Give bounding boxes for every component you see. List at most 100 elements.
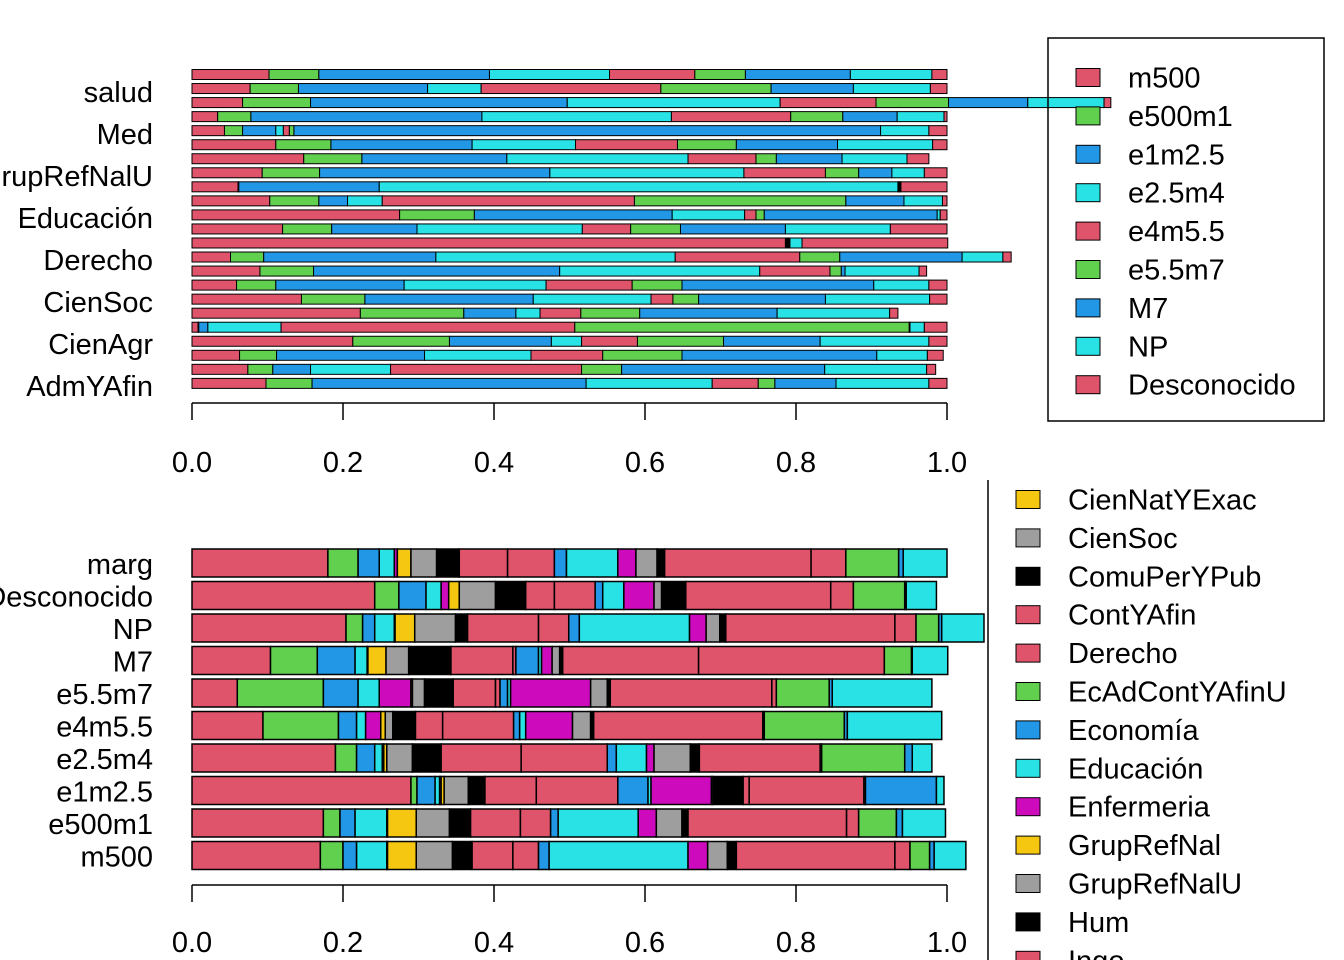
bar-segment bbox=[763, 710, 846, 741]
bar-segment bbox=[712, 775, 744, 806]
bar-segment bbox=[581, 363, 623, 375]
bar-segment bbox=[423, 678, 454, 708]
legend-swatch bbox=[1075, 68, 1101, 87]
legend-swatch bbox=[1075, 260, 1101, 279]
x-tick-label: 0.4 bbox=[474, 447, 514, 479]
bar-segment bbox=[824, 293, 931, 305]
bar-segment bbox=[633, 195, 847, 207]
legend-box bbox=[1047, 37, 1325, 422]
bar-segment bbox=[191, 293, 302, 305]
legend-label: CienSoc bbox=[1068, 523, 1178, 555]
y-tick-label: Desconocido bbox=[0, 582, 153, 614]
bar-segment bbox=[191, 125, 225, 137]
bar-segment bbox=[293, 125, 882, 137]
bar-segment bbox=[191, 167, 263, 179]
bar-segment bbox=[561, 645, 700, 676]
bar-segment bbox=[1027, 97, 1105, 109]
bar-segment bbox=[394, 613, 416, 643]
y-tick-label: e1m2.5 bbox=[56, 777, 153, 809]
bar-segment bbox=[191, 195, 271, 207]
bar-segment bbox=[660, 83, 772, 95]
bar-segment bbox=[310, 363, 392, 375]
bar-segment bbox=[735, 840, 896, 871]
bar-segment bbox=[844, 265, 920, 277]
bar-segment bbox=[276, 349, 426, 361]
bar-segment bbox=[889, 223, 948, 235]
legend-label: Ingo bbox=[1068, 945, 1124, 960]
bar-segment bbox=[509, 678, 592, 708]
bar-segment bbox=[191, 377, 267, 389]
bar-segment bbox=[789, 237, 803, 249]
bar-segment bbox=[601, 580, 625, 611]
bar-segment bbox=[282, 223, 333, 235]
bar-segment bbox=[191, 97, 244, 109]
y-tick-label: NP bbox=[113, 614, 153, 646]
bar-segment bbox=[191, 349, 241, 361]
bar-segment bbox=[545, 279, 633, 291]
bar-segment bbox=[687, 840, 709, 871]
bar-segment bbox=[416, 223, 583, 235]
bar-segment bbox=[906, 153, 930, 165]
bar-segment bbox=[396, 548, 412, 578]
y-tick-label: CienAgr bbox=[48, 329, 153, 361]
bar-segment bbox=[223, 125, 244, 137]
bar-segment bbox=[929, 83, 948, 95]
bar-segment bbox=[450, 645, 514, 676]
bar-segment bbox=[589, 678, 609, 708]
bar-segment bbox=[191, 840, 322, 871]
bar-segment bbox=[355, 743, 376, 773]
bar-segment bbox=[931, 69, 948, 80]
bar-segment bbox=[515, 307, 541, 319]
bar-segment bbox=[463, 307, 517, 319]
bar-segment bbox=[883, 645, 913, 676]
bar-segment bbox=[515, 645, 540, 676]
bar-segment bbox=[191, 743, 337, 773]
y-tick-label: AdmYAfin bbox=[26, 371, 153, 403]
legend-swatch bbox=[1015, 490, 1041, 509]
legend-swatch bbox=[1015, 912, 1041, 932]
bar-segment bbox=[755, 153, 777, 165]
bar-segment bbox=[723, 335, 821, 347]
bar-segment bbox=[250, 111, 483, 123]
bar-segment bbox=[698, 743, 821, 773]
bar-segment bbox=[539, 307, 582, 319]
bar-segment bbox=[367, 645, 387, 676]
bar-segment bbox=[774, 377, 837, 389]
bar-segment bbox=[858, 167, 893, 179]
bar-segment bbox=[681, 349, 878, 361]
y-tick-label: e5.5m7 bbox=[56, 679, 153, 711]
bar-segment bbox=[685, 580, 832, 611]
bar-segment bbox=[300, 293, 366, 305]
legend-swatch bbox=[1015, 566, 1041, 586]
bar-segment bbox=[697, 645, 886, 676]
legend-swatch bbox=[1015, 682, 1041, 701]
y-tick-label: M7 bbox=[113, 647, 153, 679]
bar-segment bbox=[242, 97, 312, 109]
bar-segment bbox=[327, 548, 359, 578]
bar-segment bbox=[894, 613, 917, 643]
bar-segment bbox=[698, 293, 826, 305]
bar-segment bbox=[207, 321, 282, 333]
y-tick-label: Educación bbox=[18, 203, 153, 235]
bar-segment bbox=[681, 808, 689, 838]
legend-label: Desconocido bbox=[1128, 370, 1296, 402]
bar-segment bbox=[249, 83, 299, 95]
bar-segment bbox=[506, 548, 556, 578]
bar-segment bbox=[191, 335, 354, 347]
bar-segment bbox=[676, 139, 737, 151]
bar-segment bbox=[743, 167, 826, 179]
bar-segment bbox=[948, 97, 1029, 109]
bar-segment bbox=[857, 808, 898, 838]
bar-segment bbox=[275, 125, 284, 137]
bar-segment bbox=[191, 580, 376, 611]
legend-swatch bbox=[1015, 758, 1041, 778]
bar-segment bbox=[191, 645, 272, 676]
bar-segment bbox=[310, 97, 568, 109]
bar-segment bbox=[911, 743, 933, 773]
bar-segment bbox=[911, 645, 949, 676]
bar-segment bbox=[518, 710, 527, 741]
bar-segment bbox=[238, 181, 380, 193]
bar-segment bbox=[637, 808, 658, 838]
bar-segment bbox=[452, 678, 497, 708]
bar-segment bbox=[242, 125, 277, 137]
